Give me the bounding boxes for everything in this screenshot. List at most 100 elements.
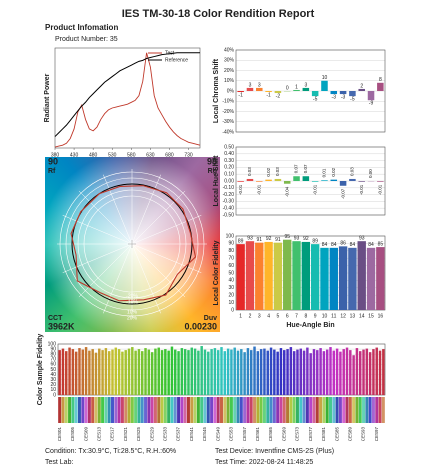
y-tick-label: 0.10: [224, 172, 234, 178]
bar: [246, 348, 250, 395]
value-label: -0.01: [238, 184, 243, 195]
bar: [263, 348, 266, 395]
y-tick-label: 40%: [224, 47, 235, 53]
x-tick-label: 630: [146, 152, 155, 158]
spectrum-line: [54, 52, 200, 137]
ring-label: 10%: [127, 309, 138, 315]
value-label: 3: [304, 82, 307, 88]
color-swatch: [180, 397, 184, 423]
color-swatch: [302, 397, 306, 423]
color-swatch: [173, 397, 177, 423]
x-tick-label: 430: [70, 152, 79, 158]
x-tick-label: 13: [350, 313, 356, 319]
color-swatch: [226, 397, 230, 423]
bar: [256, 181, 263, 182]
color-swatch: [223, 397, 227, 423]
bar: [131, 347, 134, 395]
bar: [253, 346, 256, 395]
bar: [230, 349, 233, 395]
bar: [332, 350, 336, 395]
color-swatch: [160, 397, 164, 423]
bar: [246, 87, 254, 91]
value-label: 0.01: [322, 168, 327, 177]
bar: [213, 348, 217, 395]
bar: [286, 349, 289, 395]
color-swatch: [87, 397, 91, 423]
color-swatch: [140, 397, 144, 423]
bar: [265, 179, 272, 181]
color-swatch: [81, 397, 85, 423]
bar: [366, 247, 376, 310]
y-tick-label: 100: [48, 341, 57, 347]
bar: [338, 246, 348, 310]
bar: [127, 348, 131, 395]
cct: 3962K: [48, 321, 75, 331]
color-swatch: [335, 397, 339, 423]
y-axis-label: Local Chroma Shift: [213, 58, 220, 123]
device: Test Device: Inventfine CMS-2S (Plus): [215, 448, 334, 455]
x-tick-label: 14: [359, 313, 365, 319]
color-swatch: [71, 397, 75, 423]
bar: [283, 239, 292, 310]
bar: [71, 349, 75, 395]
y-tick-label: 100: [226, 233, 235, 239]
bar: [269, 347, 273, 395]
color-swatch: [319, 397, 323, 423]
y-tick-label: 0.00: [224, 178, 234, 184]
bar: [111, 349, 114, 395]
x-tick-label: CES89: [348, 427, 353, 442]
value-label: -2: [276, 93, 281, 99]
x-tick-label: CES93: [361, 427, 366, 442]
bar: [321, 180, 328, 181]
x-tick-label: CES29: [149, 427, 154, 442]
color-swatch: [216, 397, 220, 423]
value-label: 8: [379, 77, 382, 83]
y-tick-label: 30: [228, 285, 234, 291]
bar: [296, 349, 299, 395]
color-swatch: [229, 397, 233, 423]
value-label: 84: [331, 242, 337, 248]
y-tick-label: -0.20: [223, 192, 235, 198]
bar: [265, 91, 272, 93]
color-swatch: [114, 397, 118, 423]
bar: [358, 351, 362, 395]
bar: [321, 80, 328, 91]
y-tick-label: 50: [50, 367, 56, 373]
bar: [352, 355, 355, 395]
plot-frame: [235, 49, 386, 133]
color-swatch: [249, 397, 253, 423]
rg: 98: [207, 156, 217, 166]
color-swatch: [378, 397, 382, 423]
value-label: 95: [284, 234, 290, 240]
bar: [358, 88, 365, 91]
color-swatch: [144, 397, 148, 423]
color-swatch: [292, 397, 296, 423]
bar: [246, 178, 254, 181]
bar: [124, 350, 127, 395]
bin-line: [131, 243, 161, 314]
color-swatch: [266, 397, 270, 423]
bar: [94, 352, 98, 395]
bar: [382, 349, 385, 395]
bin-line: [131, 215, 202, 245]
value-label: -3: [341, 94, 346, 100]
x-axis-label: Hue-Angle Bin: [286, 322, 334, 329]
y-tick-label: 30%: [224, 58, 235, 64]
y-tick-label: 40: [50, 372, 56, 378]
color-swatch: [157, 397, 161, 423]
y-tick-label: 20%: [224, 68, 235, 74]
color-swatch: [362, 397, 366, 423]
bin-line: [78, 243, 133, 298]
bar: [216, 350, 220, 395]
bar: [322, 351, 326, 395]
bar: [78, 348, 81, 395]
bar: [309, 353, 312, 395]
bar: [348, 247, 357, 310]
y-tick-label: 0.40: [224, 151, 234, 157]
plot-frame: [54, 47, 201, 149]
bar: [365, 348, 369, 395]
y-tick-label: -30%: [222, 119, 234, 125]
bin-line: [131, 174, 161, 245]
bar: [362, 349, 365, 395]
bar: [245, 241, 255, 310]
